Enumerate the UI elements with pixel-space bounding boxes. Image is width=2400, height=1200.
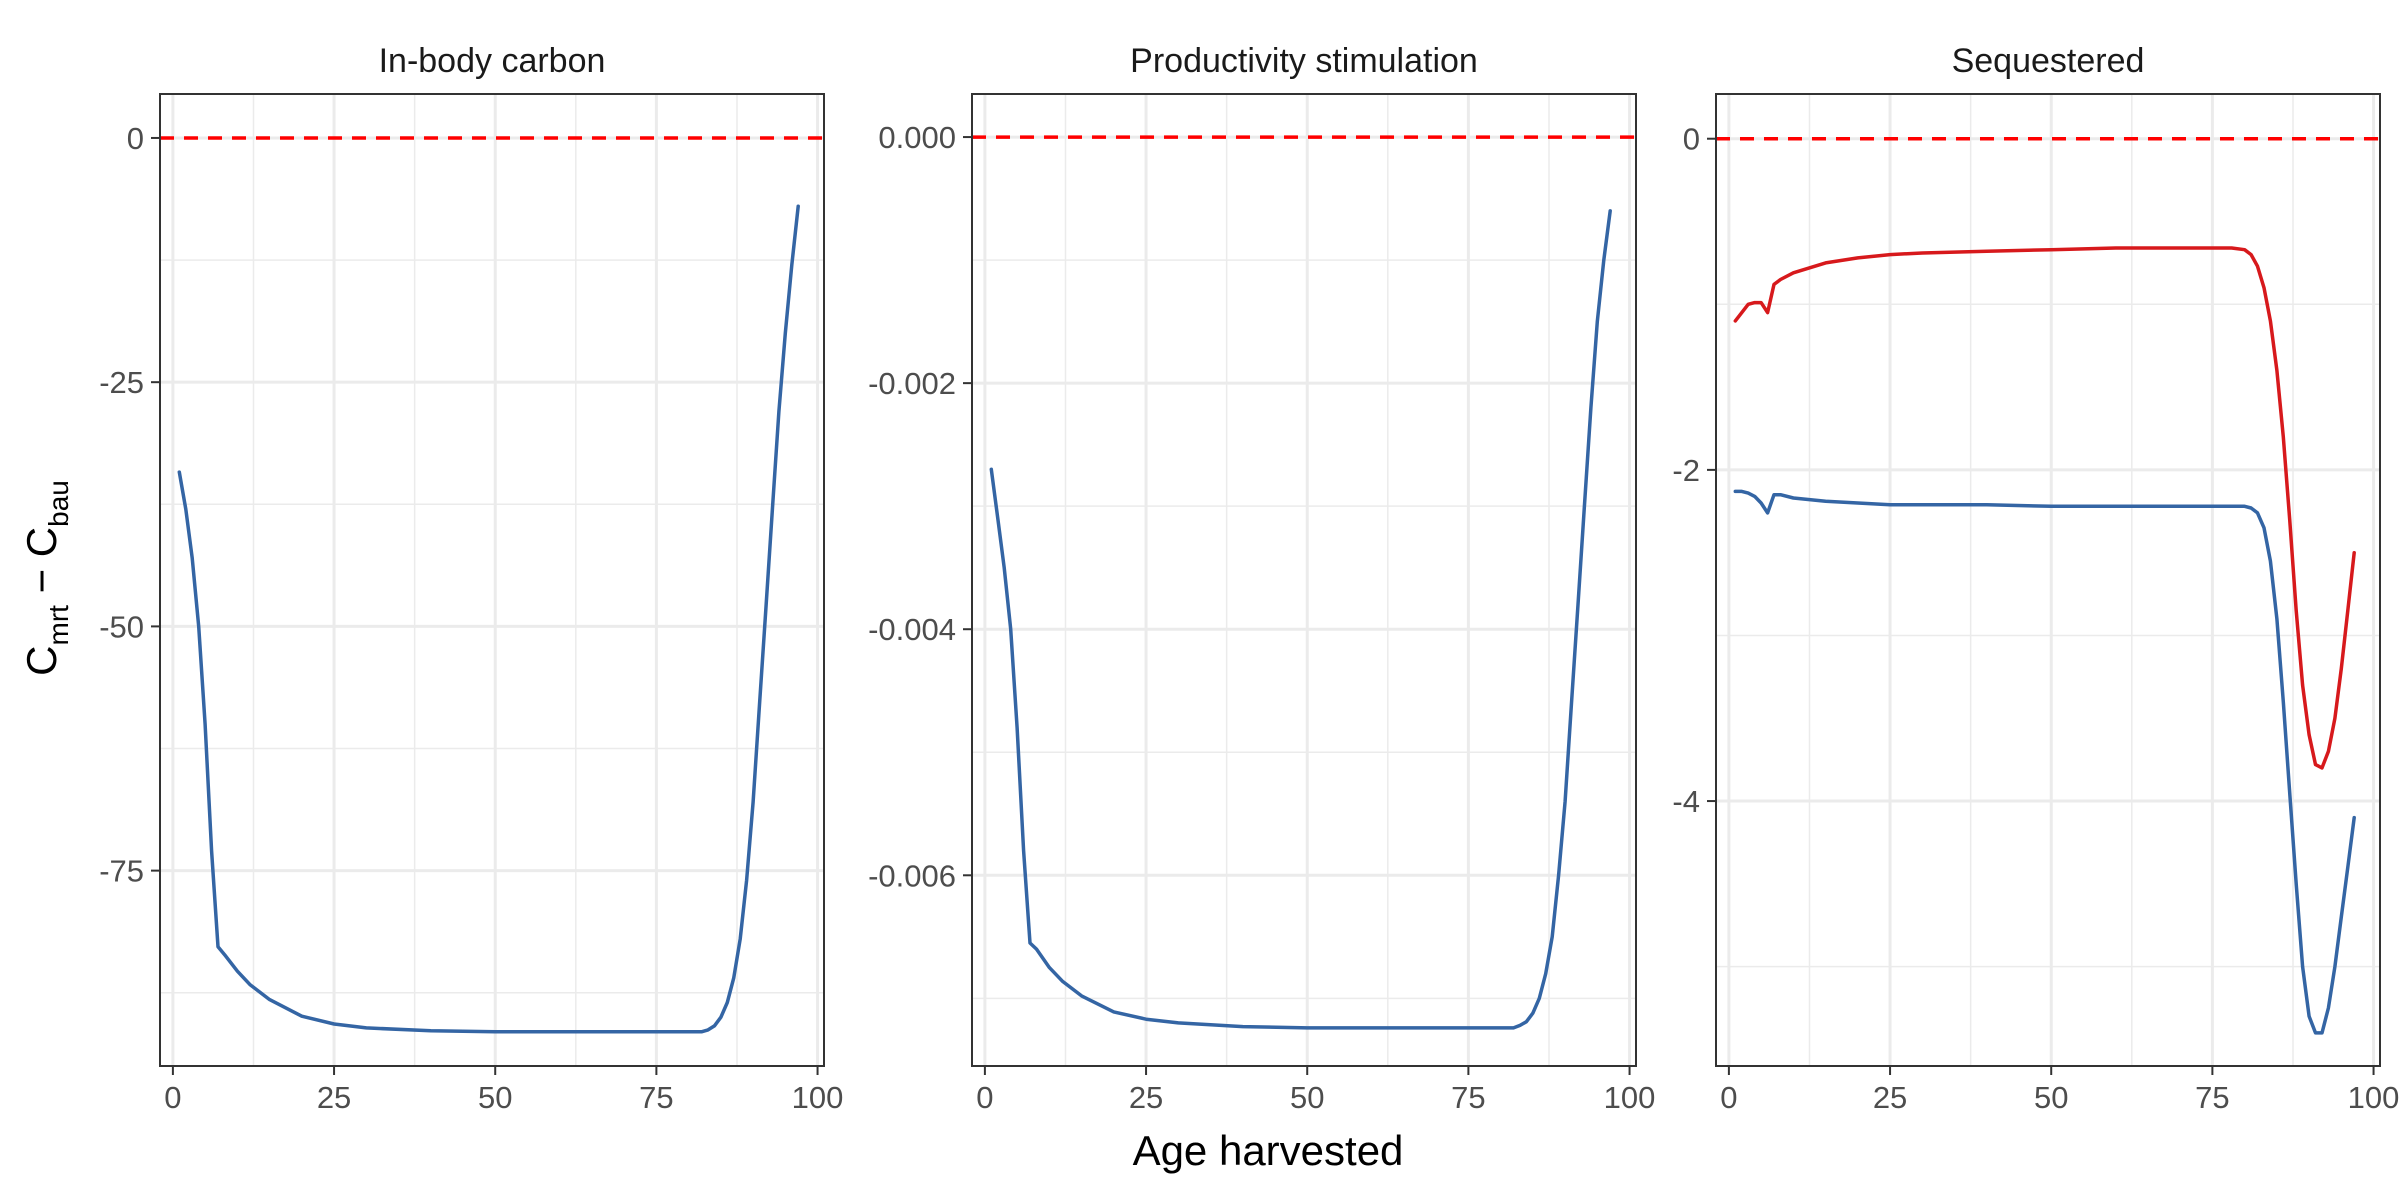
y-tick-label: 0 <box>1683 122 1700 157</box>
x-tick-label: 75 <box>2195 1080 2229 1115</box>
y-tick-label: -25 <box>99 365 144 400</box>
series-line-blue <box>1733 489 2356 1035</box>
x-tick-label: 100 <box>792 1080 844 1115</box>
panel-1: In-body carbon 0 25 50 75 100 0 -25 -50 -75 <box>99 42 843 1115</box>
y-axis-title-sub-bau: bau <box>43 480 74 527</box>
y-tick-label: 0 <box>127 121 144 156</box>
x-tick-label: 25 <box>1129 1080 1163 1115</box>
x-tick-label: 0 <box>1720 1080 1737 1115</box>
y-tick-label: 0.000 <box>878 120 956 155</box>
x-tick-label: 50 <box>478 1080 512 1115</box>
panel-3: Sequestered 0 25 50 75 100 0 -2 -4 <box>1672 42 2399 1115</box>
x-tick-label: 100 <box>1604 1080 1656 1115</box>
panel-2: Productivity stimulation 0 25 50 75 100 0.000 -… <box>868 42 1655 1115</box>
panel-border <box>1715 93 2381 1067</box>
y-tick-label: -0.004 <box>868 612 956 647</box>
panel-title: Productivity stimulation <box>1130 42 1478 80</box>
panel-border <box>971 93 1637 1067</box>
series-line-blue <box>177 204 800 1034</box>
y-axis-title-sub-mrt: mrt <box>43 605 74 646</box>
series-line-red <box>1733 246 2356 770</box>
x-tick-label: 75 <box>639 1080 673 1115</box>
x-tick-label: 0 <box>164 1080 181 1115</box>
y-axis-title: Cmrt − Cbau <box>18 480 74 676</box>
y-tick-label: -0.002 <box>868 366 956 401</box>
series-line-blue <box>989 209 1612 1030</box>
y-tick-label: -2 <box>1672 453 1700 488</box>
y-axis-title-minus: − C <box>18 527 65 605</box>
panel-title: In-body carbon <box>379 42 606 80</box>
panels: In-body carbon 0 25 50 75 100 0 -25 -50 -75 Produc… <box>99 42 2399 1115</box>
x-axis-title: Age harvested <box>1133 1127 1404 1174</box>
y-tick-label: -75 <box>99 854 144 889</box>
x-tick-label: 50 <box>2034 1080 2068 1115</box>
x-tick-label: 0 <box>976 1080 993 1115</box>
y-tick-label: -0.006 <box>868 858 956 893</box>
y-tick-label: -4 <box>1672 784 1700 819</box>
panel-title: Sequestered <box>1952 42 2145 80</box>
x-tick-label: 25 <box>317 1080 351 1115</box>
y-tick-label: -50 <box>99 609 144 644</box>
x-tick-label: 50 <box>1290 1080 1324 1115</box>
x-tick-label: 100 <box>2348 1080 2400 1115</box>
x-tick-label: 25 <box>1873 1080 1907 1115</box>
x-tick-label: 75 <box>1451 1080 1485 1115</box>
panel-border <box>159 93 825 1067</box>
y-axis-title-main: C <box>18 646 65 676</box>
